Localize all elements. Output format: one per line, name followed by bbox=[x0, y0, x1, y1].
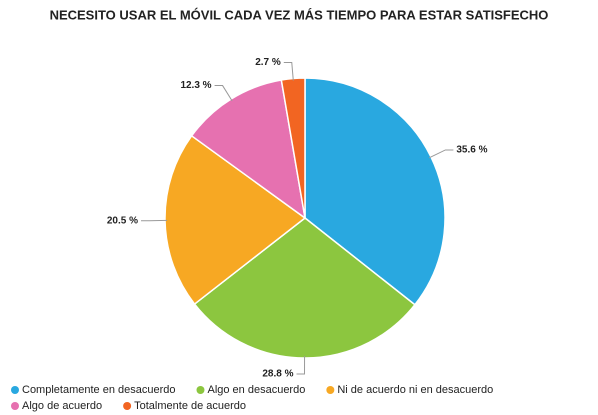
legend-label: Algo de acuerdo bbox=[22, 400, 102, 412]
leader-line bbox=[214, 85, 233, 102]
legend-label: Ni de acuerdo ni en desacuerdo bbox=[337, 384, 493, 396]
legend-label: Algo en desacuerdo bbox=[207, 384, 305, 396]
leader-line bbox=[296, 355, 306, 375]
data-label: 2.7 % bbox=[255, 57, 281, 68]
data-label: 28.8 % bbox=[262, 369, 293, 380]
legend-marker bbox=[196, 386, 205, 394]
leader-line bbox=[428, 149, 454, 159]
legend-marker bbox=[11, 386, 19, 394]
legend-label: Completamente en desacuerdo bbox=[22, 384, 175, 396]
legend-label: Totalmente de acuerdo bbox=[134, 400, 246, 412]
leader-line bbox=[283, 62, 294, 81]
data-label: 12.3 % bbox=[180, 80, 211, 91]
legend-marker bbox=[11, 402, 19, 410]
chart-title: NECESITO USAR EL MÓVIL CADA VEZ MÁS TIEM… bbox=[50, 7, 549, 22]
data-label: 20.5 % bbox=[107, 215, 138, 226]
legend-marker bbox=[123, 402, 132, 410]
data-label: 35.6 % bbox=[456, 145, 487, 156]
legend-marker bbox=[326, 386, 335, 394]
